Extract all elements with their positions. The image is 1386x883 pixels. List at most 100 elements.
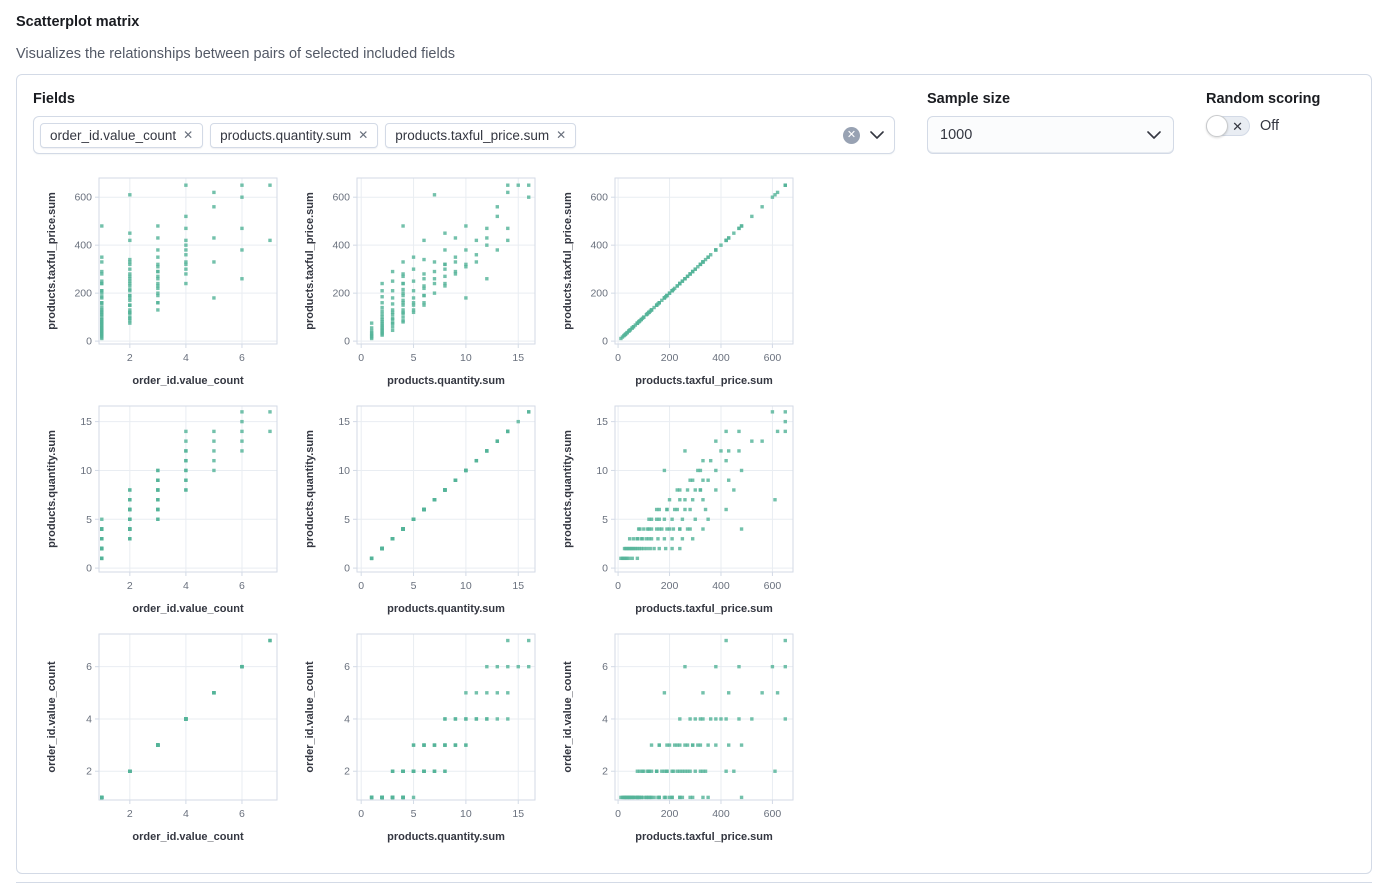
page-title: Scatterplot matrix: [16, 14, 140, 30]
x-axis-title: products.taxful_price.sum: [635, 375, 773, 387]
combobox-actions: ✕: [843, 126, 884, 144]
svg-text:10: 10: [460, 352, 472, 364]
pill-remove-icon[interactable]: ✕: [358, 128, 369, 142]
x-axis-title: products.taxful_price.sum: [635, 603, 773, 615]
svg-text:2: 2: [127, 580, 133, 592]
field-pill[interactable]: products.quantity.sum ✕: [210, 122, 379, 148]
y-axis-title: products.quantity.sum: [562, 430, 574, 548]
svg-text:600: 600: [74, 192, 92, 204]
svg-text:0: 0: [344, 336, 350, 348]
select-chevron-down-icon: [1147, 131, 1161, 139]
svg-text:2: 2: [86, 766, 92, 778]
x-axis-title: order_id.value_count: [132, 603, 244, 615]
svg-text:200: 200: [590, 288, 608, 300]
pill-remove-icon[interactable]: ✕: [183, 128, 194, 142]
svg-text:6: 6: [344, 661, 350, 673]
svg-text:0: 0: [602, 563, 608, 575]
controls-row: Fields order_id.value_count ✕ products.qua…: [33, 91, 1355, 154]
fields-control: Fields order_id.value_count ✕ products.qua…: [33, 91, 895, 154]
svg-text:4: 4: [183, 808, 189, 820]
svg-text:0: 0: [615, 352, 621, 364]
svg-text:10: 10: [338, 465, 350, 477]
scatterplot-cell-quantity-vs-quantity: 0 5 10 15 0 5 10 15 products.quantity.sum product…: [297, 396, 547, 624]
svg-text:600: 600: [332, 192, 350, 204]
svg-text:200: 200: [332, 288, 350, 300]
scatterplot-cell-price-vs-quantity: 0 5 10 15 0 200 400 600 products.quantity.sum pro…: [297, 168, 547, 396]
svg-text:4: 4: [183, 580, 189, 592]
svg-text:6: 6: [602, 661, 608, 673]
svg-text:200: 200: [74, 288, 92, 300]
svg-text:4: 4: [183, 352, 189, 364]
svg-text:400: 400: [712, 352, 730, 364]
svg-text:4: 4: [602, 713, 608, 725]
svg-text:600: 600: [764, 808, 782, 820]
svg-text:200: 200: [661, 352, 679, 364]
random-scoring-switch-row: ✕ Off: [1206, 115, 1355, 137]
random-scoring-control: Random scoring ✕ Off: [1206, 91, 1355, 137]
x-axis-title: products.quantity.sum: [387, 603, 505, 615]
scatterplot-cell-price-vs-price: 0 200 400 600 0 200 400 600 products.taxful_pric…: [555, 168, 805, 396]
y-axis-title: products.taxful_price.sum: [304, 192, 316, 330]
svg-text:5: 5: [411, 352, 417, 364]
svg-text:0: 0: [358, 808, 364, 820]
svg-text:15: 15: [596, 416, 608, 428]
y-axis-title: products.quantity.sum: [304, 430, 316, 548]
svg-text:0: 0: [602, 336, 608, 348]
svg-text:0: 0: [344, 563, 350, 575]
y-axis-title: order_id.value_count: [562, 661, 574, 773]
y-axis-title: order_id.value_count: [46, 661, 58, 773]
switch-x-icon: ✕: [1232, 119, 1243, 134]
field-pill[interactable]: order_id.value_count ✕: [40, 122, 204, 148]
svg-text:6: 6: [239, 808, 245, 820]
svg-text:0: 0: [86, 336, 92, 348]
sample-size-select[interactable]: 1000: [927, 116, 1174, 154]
switch-thumb[interactable]: [1206, 115, 1228, 137]
svg-text:15: 15: [512, 352, 524, 364]
svg-text:600: 600: [764, 580, 782, 592]
svg-text:200: 200: [661, 808, 679, 820]
svg-text:5: 5: [602, 514, 608, 526]
svg-text:5: 5: [411, 808, 417, 820]
svg-text:400: 400: [590, 240, 608, 252]
svg-text:15: 15: [80, 416, 92, 428]
field-pill-label: order_id.value_count: [50, 127, 177, 143]
svg-text:15: 15: [338, 416, 350, 428]
svg-text:10: 10: [596, 465, 608, 477]
svg-text:600: 600: [764, 352, 782, 364]
fields-pill-list: order_id.value_count ✕ products.quantity.s…: [40, 122, 577, 148]
fields-combobox[interactable]: order_id.value_count ✕ products.quantity.s…: [33, 116, 895, 154]
sample-size-value: 1000: [940, 127, 973, 143]
svg-text:6: 6: [86, 661, 92, 673]
svg-text:10: 10: [460, 580, 472, 592]
scatterplot-panel: Fields order_id.value_count ✕ products.qua…: [16, 74, 1372, 874]
svg-text:5: 5: [86, 514, 92, 526]
svg-text:600: 600: [590, 192, 608, 204]
svg-text:5: 5: [344, 514, 350, 526]
svg-text:400: 400: [712, 808, 730, 820]
combobox-chevron-down-icon[interactable]: [870, 131, 884, 139]
fields-label: Fields: [33, 91, 75, 107]
random-scoring-switch[interactable]: ✕: [1206, 115, 1250, 137]
svg-text:5: 5: [411, 580, 417, 592]
y-axis-title: products.taxful_price.sum: [46, 192, 58, 330]
svg-text:15: 15: [512, 808, 524, 820]
svg-text:400: 400: [332, 240, 350, 252]
x-axis-title: products.taxful_price.sum: [635, 831, 773, 843]
svg-text:2: 2: [344, 766, 350, 778]
svg-text:10: 10: [460, 808, 472, 820]
scatterplot-cell-count-vs-price: 0 200 400 600 2 4 6 products.taxful_price.sum or…: [555, 624, 805, 852]
sample-size-control: Sample size 1000: [927, 91, 1174, 154]
x-axis-title: order_id.value_count: [132, 831, 244, 843]
svg-text:400: 400: [74, 240, 92, 252]
field-pill[interactable]: products.taxful_price.sum ✕: [385, 122, 577, 148]
svg-text:200: 200: [661, 580, 679, 592]
x-axis-title: products.quantity.sum: [387, 375, 505, 387]
scatterplot-cell-count-vs-count: 2 4 6 2 4 6 order_id.value_count order_id.value…: [39, 624, 289, 852]
svg-text:2: 2: [127, 808, 133, 820]
sample-size-label: Sample size: [927, 91, 1011, 107]
pill-remove-icon[interactable]: ✕: [556, 128, 567, 142]
combobox-clear-button[interactable]: ✕: [843, 126, 860, 144]
svg-text:4: 4: [86, 713, 92, 725]
svg-text:6: 6: [239, 580, 245, 592]
svg-text:10: 10: [80, 465, 92, 477]
